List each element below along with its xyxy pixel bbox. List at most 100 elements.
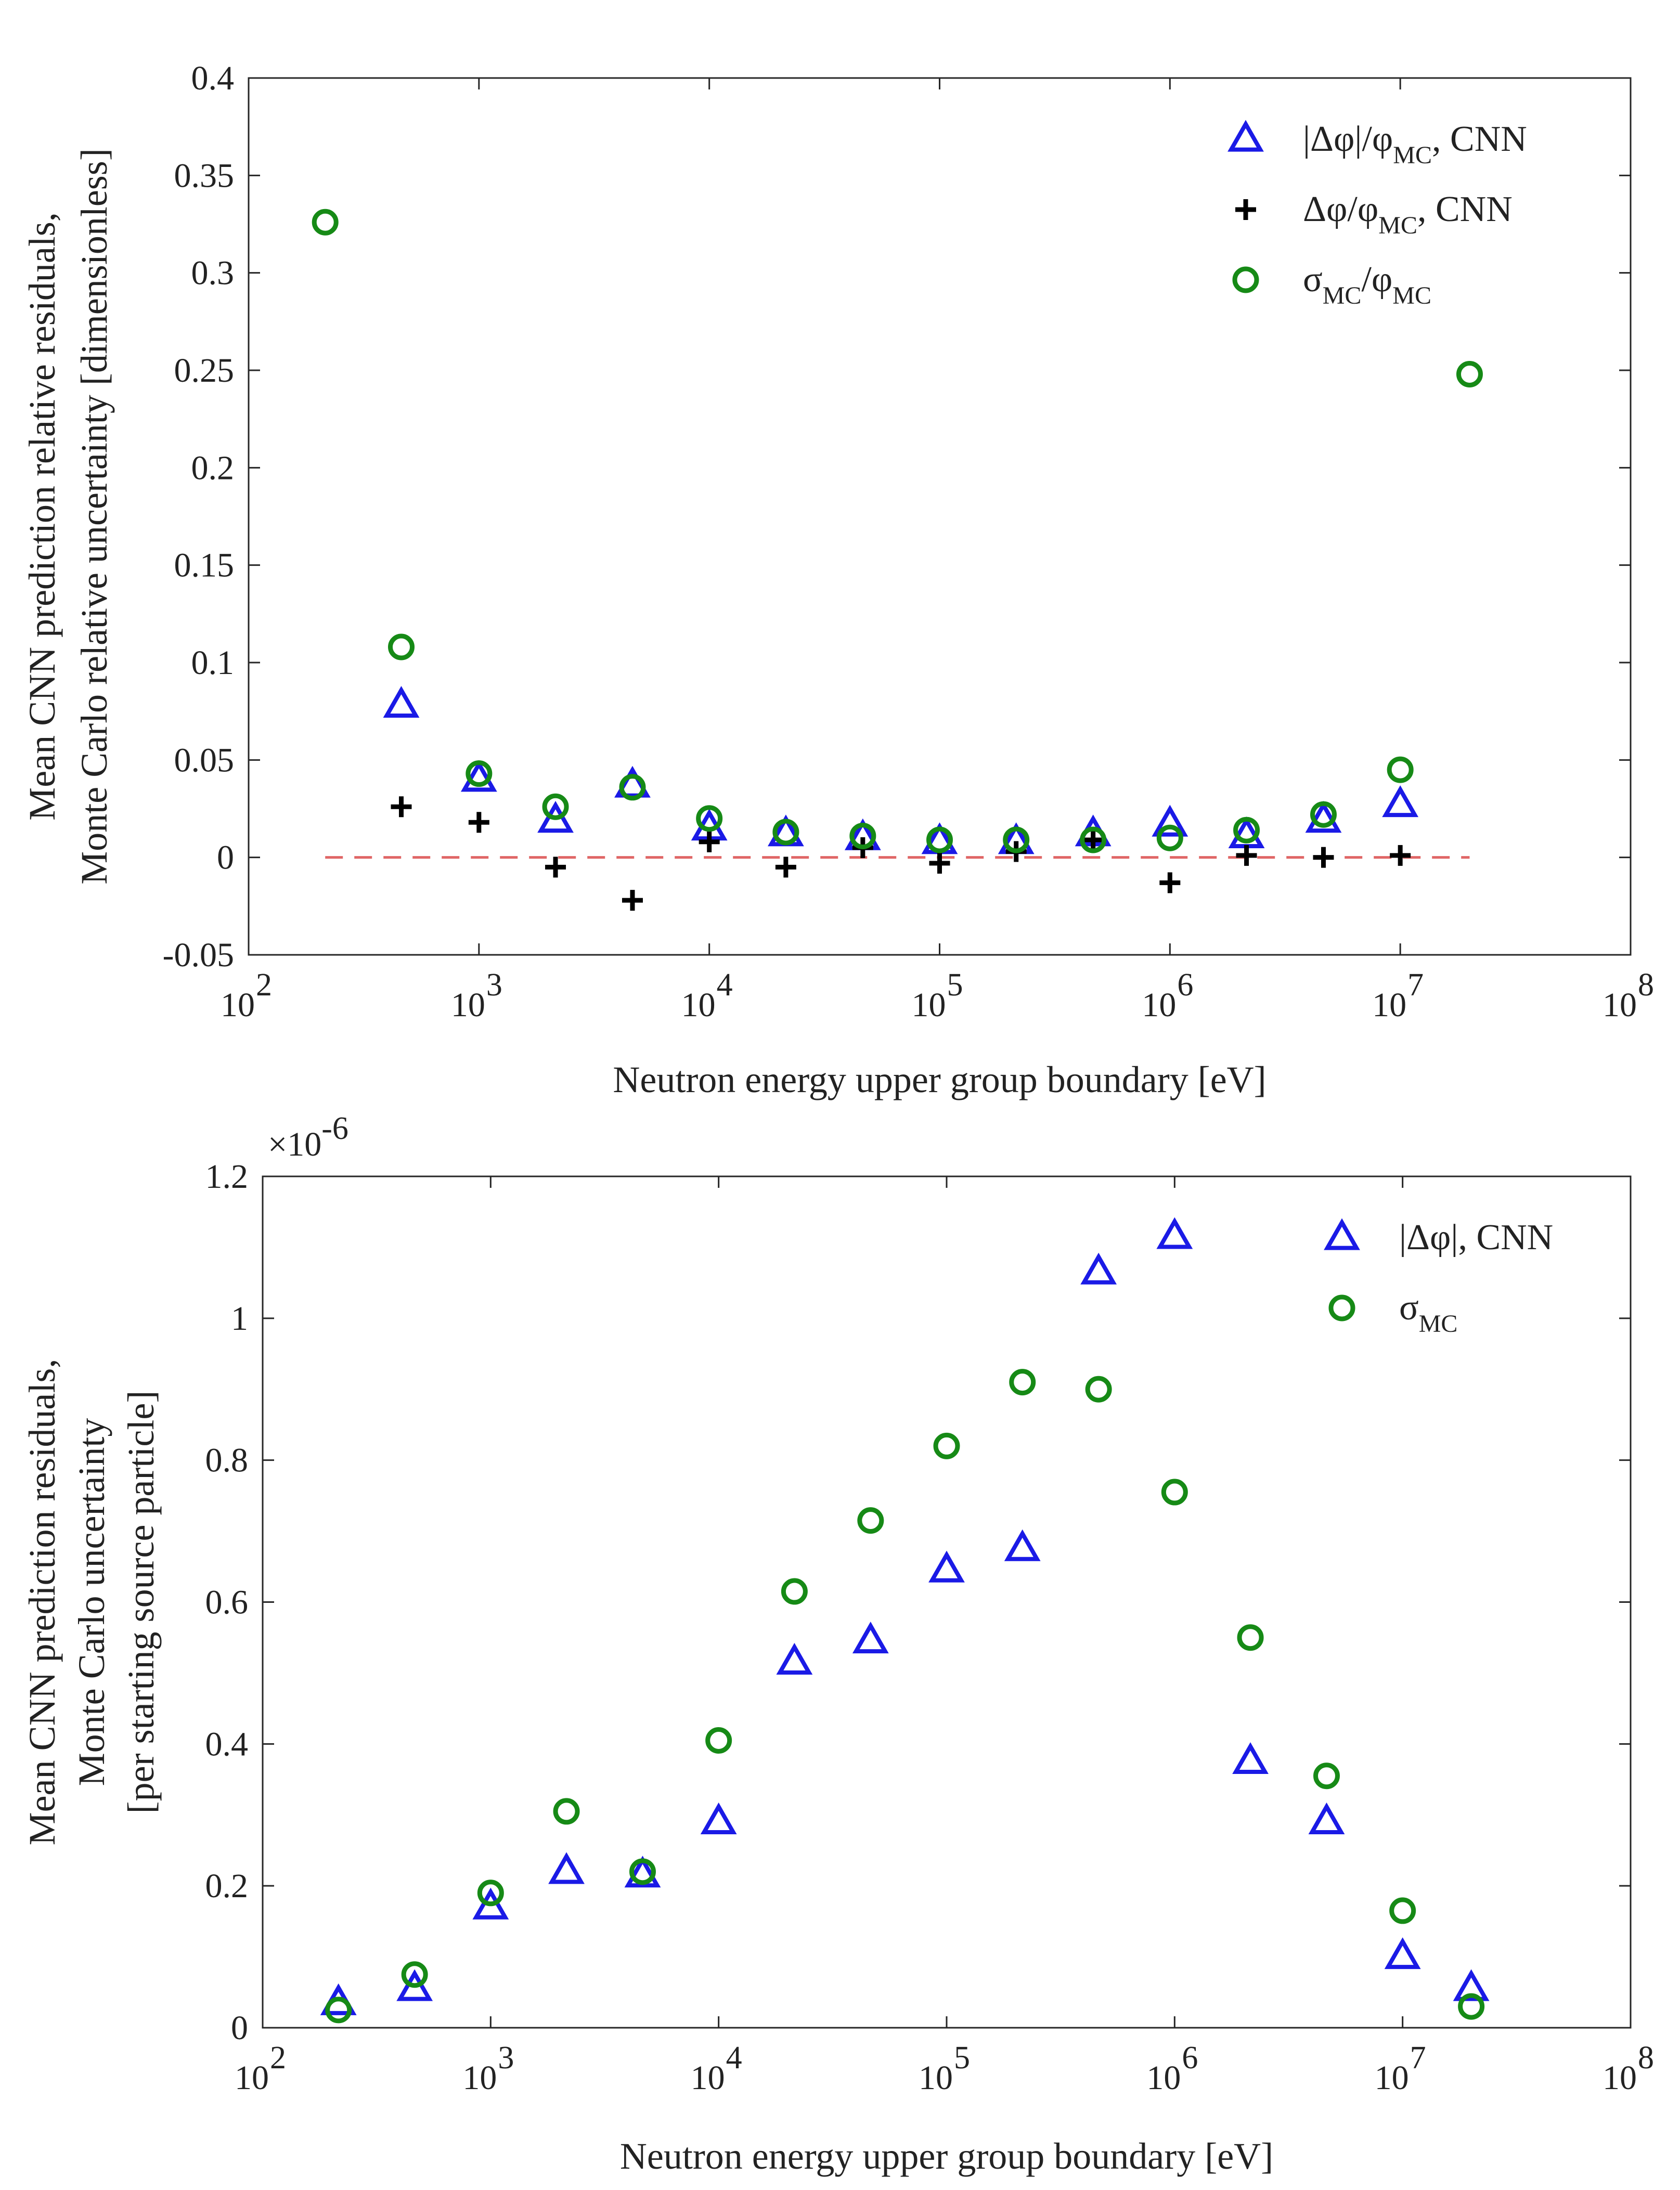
y-tick-label: 0.2 <box>205 1867 249 1905</box>
data-point-circle <box>857 1507 884 1534</box>
x-tick-exponent: 5 <box>954 2040 970 2076</box>
data-point-triangle <box>1152 805 1188 837</box>
data-point-circle <box>619 774 646 801</box>
data-point-triangle <box>852 1622 889 1654</box>
data-point-triangle <box>700 1802 737 1834</box>
data-point-triangle <box>1305 801 1342 833</box>
data-point-triangle <box>624 1856 661 1888</box>
data-point-circle <box>401 1961 428 1988</box>
data-point-triangle <box>548 1852 585 1884</box>
x-tick-exponent: 8 <box>1638 2040 1654 2076</box>
x-tick-exponent: 4 <box>726 2040 742 2076</box>
data-point-circle <box>1085 1376 1112 1403</box>
x-tick-exponent: 6 <box>1182 2040 1198 2076</box>
x-tick-label: 10 <box>235 2059 269 2097</box>
data-point-circle <box>1156 824 1183 851</box>
y-tick-label: 0.1 <box>191 644 235 682</box>
data-point-circle <box>466 760 493 787</box>
legend-marker-circle <box>1232 266 1259 293</box>
data-point-triangle <box>1308 1802 1345 1834</box>
y-axis-multiplier: ×10-6 <box>268 1111 348 1163</box>
y-tick-label: 0.35 <box>174 157 235 195</box>
y-tick-label: 0.2 <box>191 449 235 487</box>
data-point-circle <box>1009 1369 1036 1396</box>
y-axis-label-line: Mean CNN prediction relative residuals, <box>21 212 63 821</box>
x-tick-label: 10 <box>1603 986 1637 1024</box>
x-tick-label: 10 <box>1372 986 1406 1024</box>
data-point-circle <box>629 1858 656 1885</box>
legend-marker-plus <box>1235 199 1256 220</box>
y-tick-label: 0.15 <box>174 547 235 585</box>
legend-entry-label: |Δφ|/φMC, CNN <box>1303 119 1527 169</box>
data-point-plus <box>1236 845 1257 866</box>
data-point-circle <box>933 1432 960 1459</box>
legend-entry-label: σMC/φMC <box>1303 260 1431 309</box>
bottom-panel: 10210310410510610710800.20.40.60.811.2×1… <box>21 1111 1654 2177</box>
data-point-triangle <box>1156 1217 1193 1249</box>
data-point-circle <box>1456 360 1483 387</box>
data-point-plus <box>1082 829 1104 850</box>
y-tick-label: 0.25 <box>174 352 235 390</box>
x-tick-label: 10 <box>919 2059 953 2097</box>
data-point-triangle <box>1080 1252 1117 1285</box>
data-point-circle <box>849 822 876 849</box>
x-tick-exponent: 7 <box>1410 2040 1426 2076</box>
data-point-circle <box>781 1578 808 1605</box>
x-tick-label: 10 <box>912 986 946 1024</box>
data-point-triangle <box>928 1550 965 1583</box>
data-point-triangle <box>1232 1742 1269 1774</box>
data-point-circle <box>1389 1897 1416 1924</box>
y-axis-label-line: [per starting source particle] <box>120 1391 162 1814</box>
data-point-plus <box>1313 847 1334 868</box>
data-point-triangle <box>1453 1969 1490 2001</box>
x-axis-label: Neutron energy upper group boundary [eV] <box>620 2135 1273 2177</box>
data-point-circle <box>553 1798 580 1825</box>
data-point-circle <box>1161 1479 1188 1506</box>
data-point-circle <box>387 633 415 660</box>
data-point-circle <box>1003 826 1030 853</box>
x-tick-exponent: 7 <box>1407 967 1424 1003</box>
y-tick-label: 0 <box>231 2009 248 2047</box>
data-point-circle <box>1458 1993 1485 2020</box>
legend-entry-label: Δφ/φMC, CNN <box>1303 189 1513 239</box>
data-point-circle <box>312 209 339 236</box>
x-tick-label: 10 <box>1603 2059 1637 2097</box>
y-axis-label-line: Monte Carlo uncertainty <box>71 1418 112 1786</box>
legend-entry-label: σMC <box>1399 1288 1457 1338</box>
x-tick-label: 10 <box>681 986 716 1024</box>
y-tick-label: 0.05 <box>174 741 235 779</box>
data-point-plus <box>929 852 950 874</box>
data-point-triangle <box>776 1642 813 1675</box>
data-point-plus <box>622 890 643 911</box>
data-point-circle <box>696 805 723 832</box>
x-tick-exponent: 3 <box>498 2040 514 2076</box>
y-tick-label: 0.3 <box>191 254 235 292</box>
data-point-circle <box>1387 756 1414 783</box>
y-tick-label: 0.4 <box>205 1725 249 1763</box>
legend-marker-circle <box>1328 1294 1355 1321</box>
legend-marker-triangle <box>1227 120 1264 152</box>
y-tick-label: 0.6 <box>205 1584 249 1622</box>
x-tick-exponent: 2 <box>270 2040 286 2076</box>
data-point-triangle <box>614 766 651 798</box>
data-point-triangle <box>1384 1937 1421 1969</box>
data-point-circle <box>1237 1624 1264 1651</box>
y-tick-label: 0.8 <box>205 1442 249 1480</box>
series-circle <box>325 1369 1485 2024</box>
y-tick-label: 1.2 <box>205 1158 249 1196</box>
data-point-triangle <box>460 760 497 792</box>
data-point-triangle <box>1382 785 1419 818</box>
legend-entry-label: |Δφ|, CNN <box>1399 1217 1553 1258</box>
data-point-circle <box>926 826 953 853</box>
data-point-triangle <box>383 685 420 718</box>
y-axis-label-line: Mean CNN prediction residuals, <box>21 1359 63 1846</box>
data-point-triangle <box>537 801 574 833</box>
data-point-plus <box>391 796 412 818</box>
x-tick-exponent: 5 <box>947 967 963 1003</box>
data-point-circle <box>705 1727 732 1754</box>
data-point-plus <box>468 812 489 833</box>
top-panel: 102103104105106107108-0.0500.050.10.150.… <box>21 59 1654 1100</box>
data-point-circle <box>325 1997 352 2024</box>
x-tick-exponent: 2 <box>256 967 272 1003</box>
